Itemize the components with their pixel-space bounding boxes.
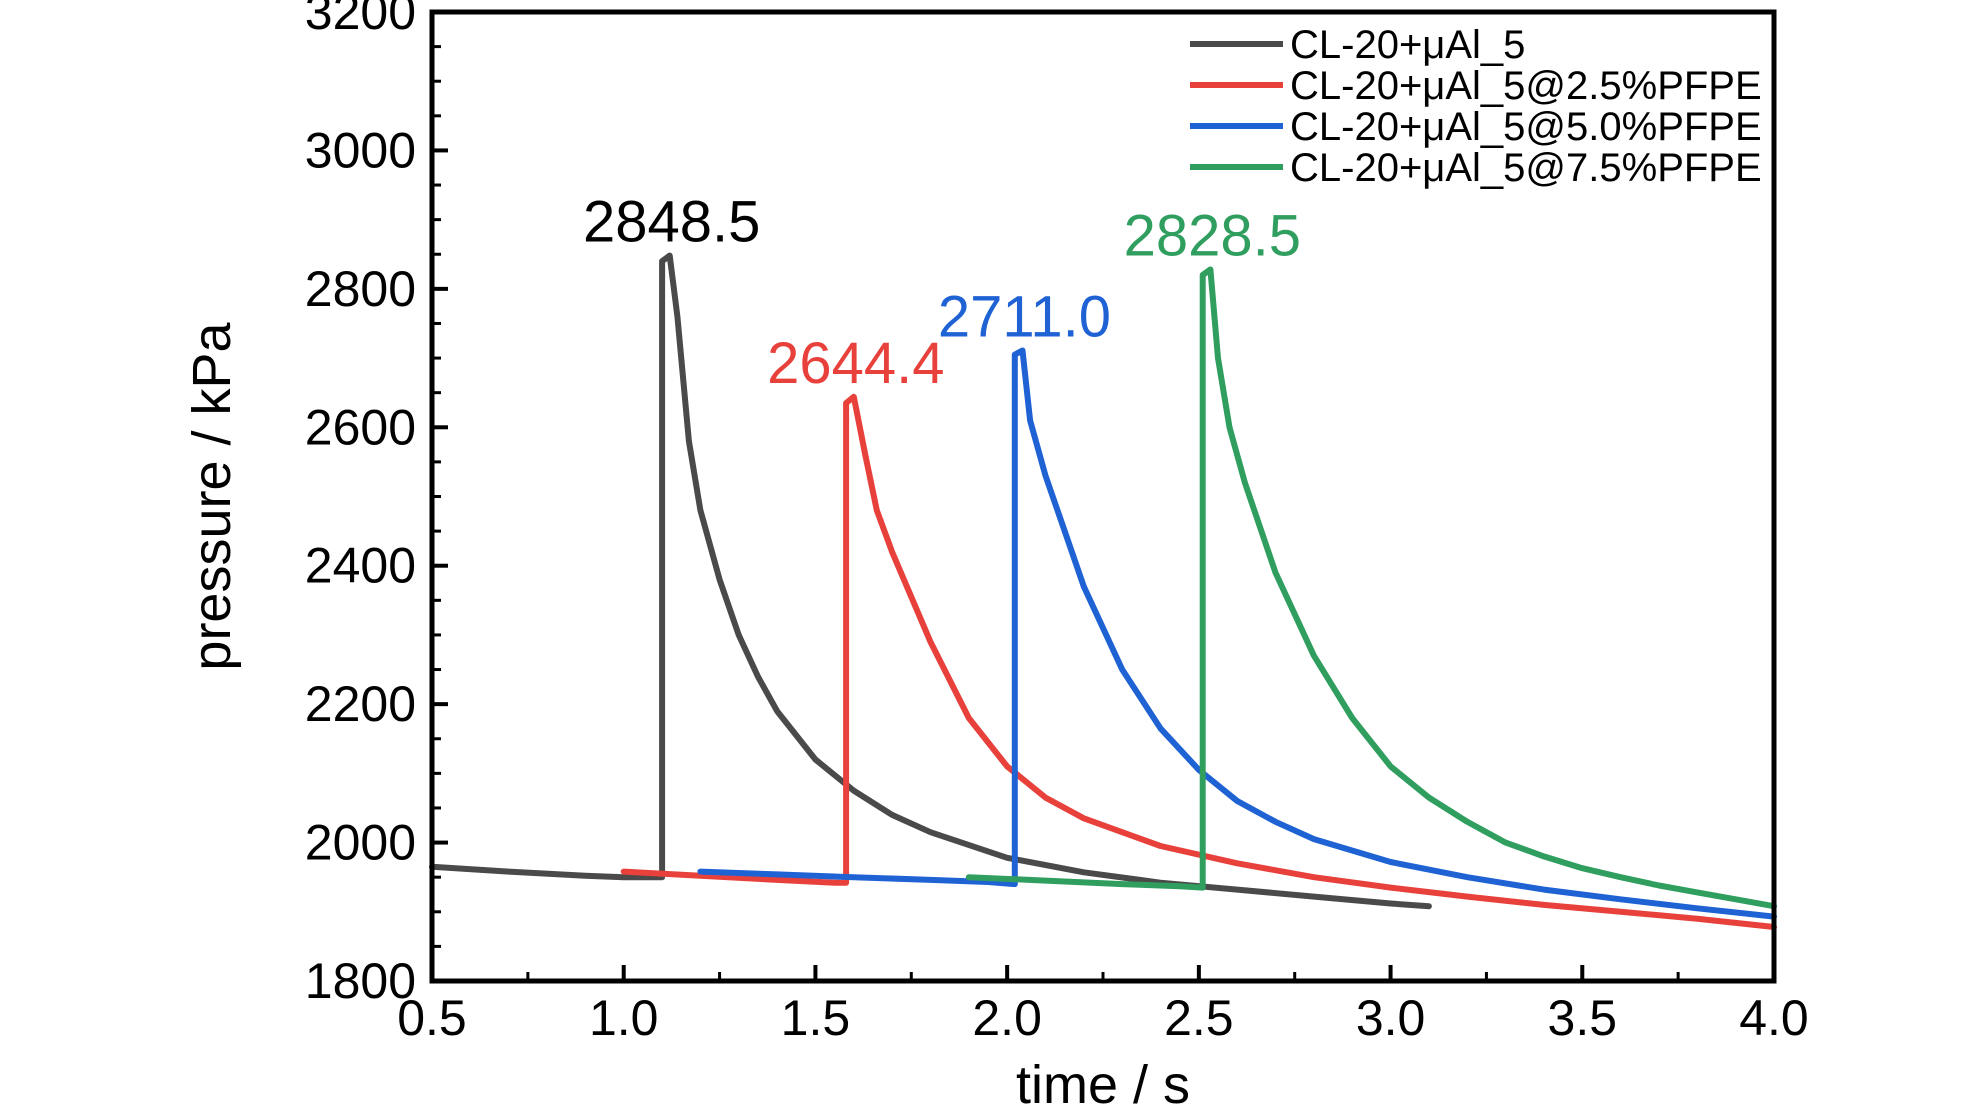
y-tick-label: 2400 bbox=[305, 538, 416, 594]
x-tick-label: 2.5 bbox=[1164, 990, 1234, 1046]
y-tick-label: 2600 bbox=[305, 399, 416, 455]
y-axis-title: pressure / kPa bbox=[182, 321, 242, 670]
x-tick-label: 1.0 bbox=[589, 990, 659, 1046]
x-tick-label: 0.5 bbox=[397, 990, 467, 1046]
x-tick-label: 4.0 bbox=[1739, 990, 1809, 1046]
x-tick-label: 3.5 bbox=[1548, 990, 1618, 1046]
x-tick-label: 2.0 bbox=[972, 990, 1042, 1046]
legend: CL-20+μAl_5CL-20+μAl_5@2.5%PFPECL-20+μAl… bbox=[1190, 23, 1762, 190]
legend-label-3: CL-20+μAl_5@5.0%PFPE bbox=[1290, 105, 1762, 149]
y-tick-label: 2800 bbox=[305, 261, 416, 317]
legend-label-4: CL-20+μAl_5@7.5%PFPE bbox=[1290, 146, 1762, 190]
y-tick-label: 3200 bbox=[305, 0, 416, 40]
y-tick-label: 2000 bbox=[305, 815, 416, 871]
legend-label-1: CL-20+μAl_5 bbox=[1290, 23, 1525, 67]
series-line-4 bbox=[965, 266, 1777, 910]
peak-label-2: 2644.4 bbox=[767, 331, 944, 396]
y-tick-label: 1800 bbox=[305, 953, 416, 1009]
series-line-3 bbox=[697, 347, 1777, 920]
series-line-2 bbox=[620, 393, 1777, 930]
peak-label-1: 2848.5 bbox=[583, 190, 760, 255]
x-tick-label: 3.0 bbox=[1356, 990, 1426, 1046]
x-tick-label: 1.5 bbox=[781, 990, 851, 1046]
ticks-layer: 0.5 1.0 1.5 2.0 2.5 3.0 3.5 4.0 1800 2000 2200 2400… bbox=[305, 0, 1809, 1046]
peak-label-3: 2711.0 bbox=[938, 284, 1111, 349]
y-tick-label: 3000 bbox=[305, 122, 416, 178]
x-axis-title: time / s bbox=[1016, 1055, 1190, 1110]
y-tick-label: 2200 bbox=[305, 676, 416, 732]
series-layer bbox=[429, 252, 1777, 930]
legend-label-2: CL-20+μAl_5@2.5%PFPE bbox=[1290, 64, 1762, 108]
peak-label-4: 2828.5 bbox=[1124, 203, 1301, 268]
